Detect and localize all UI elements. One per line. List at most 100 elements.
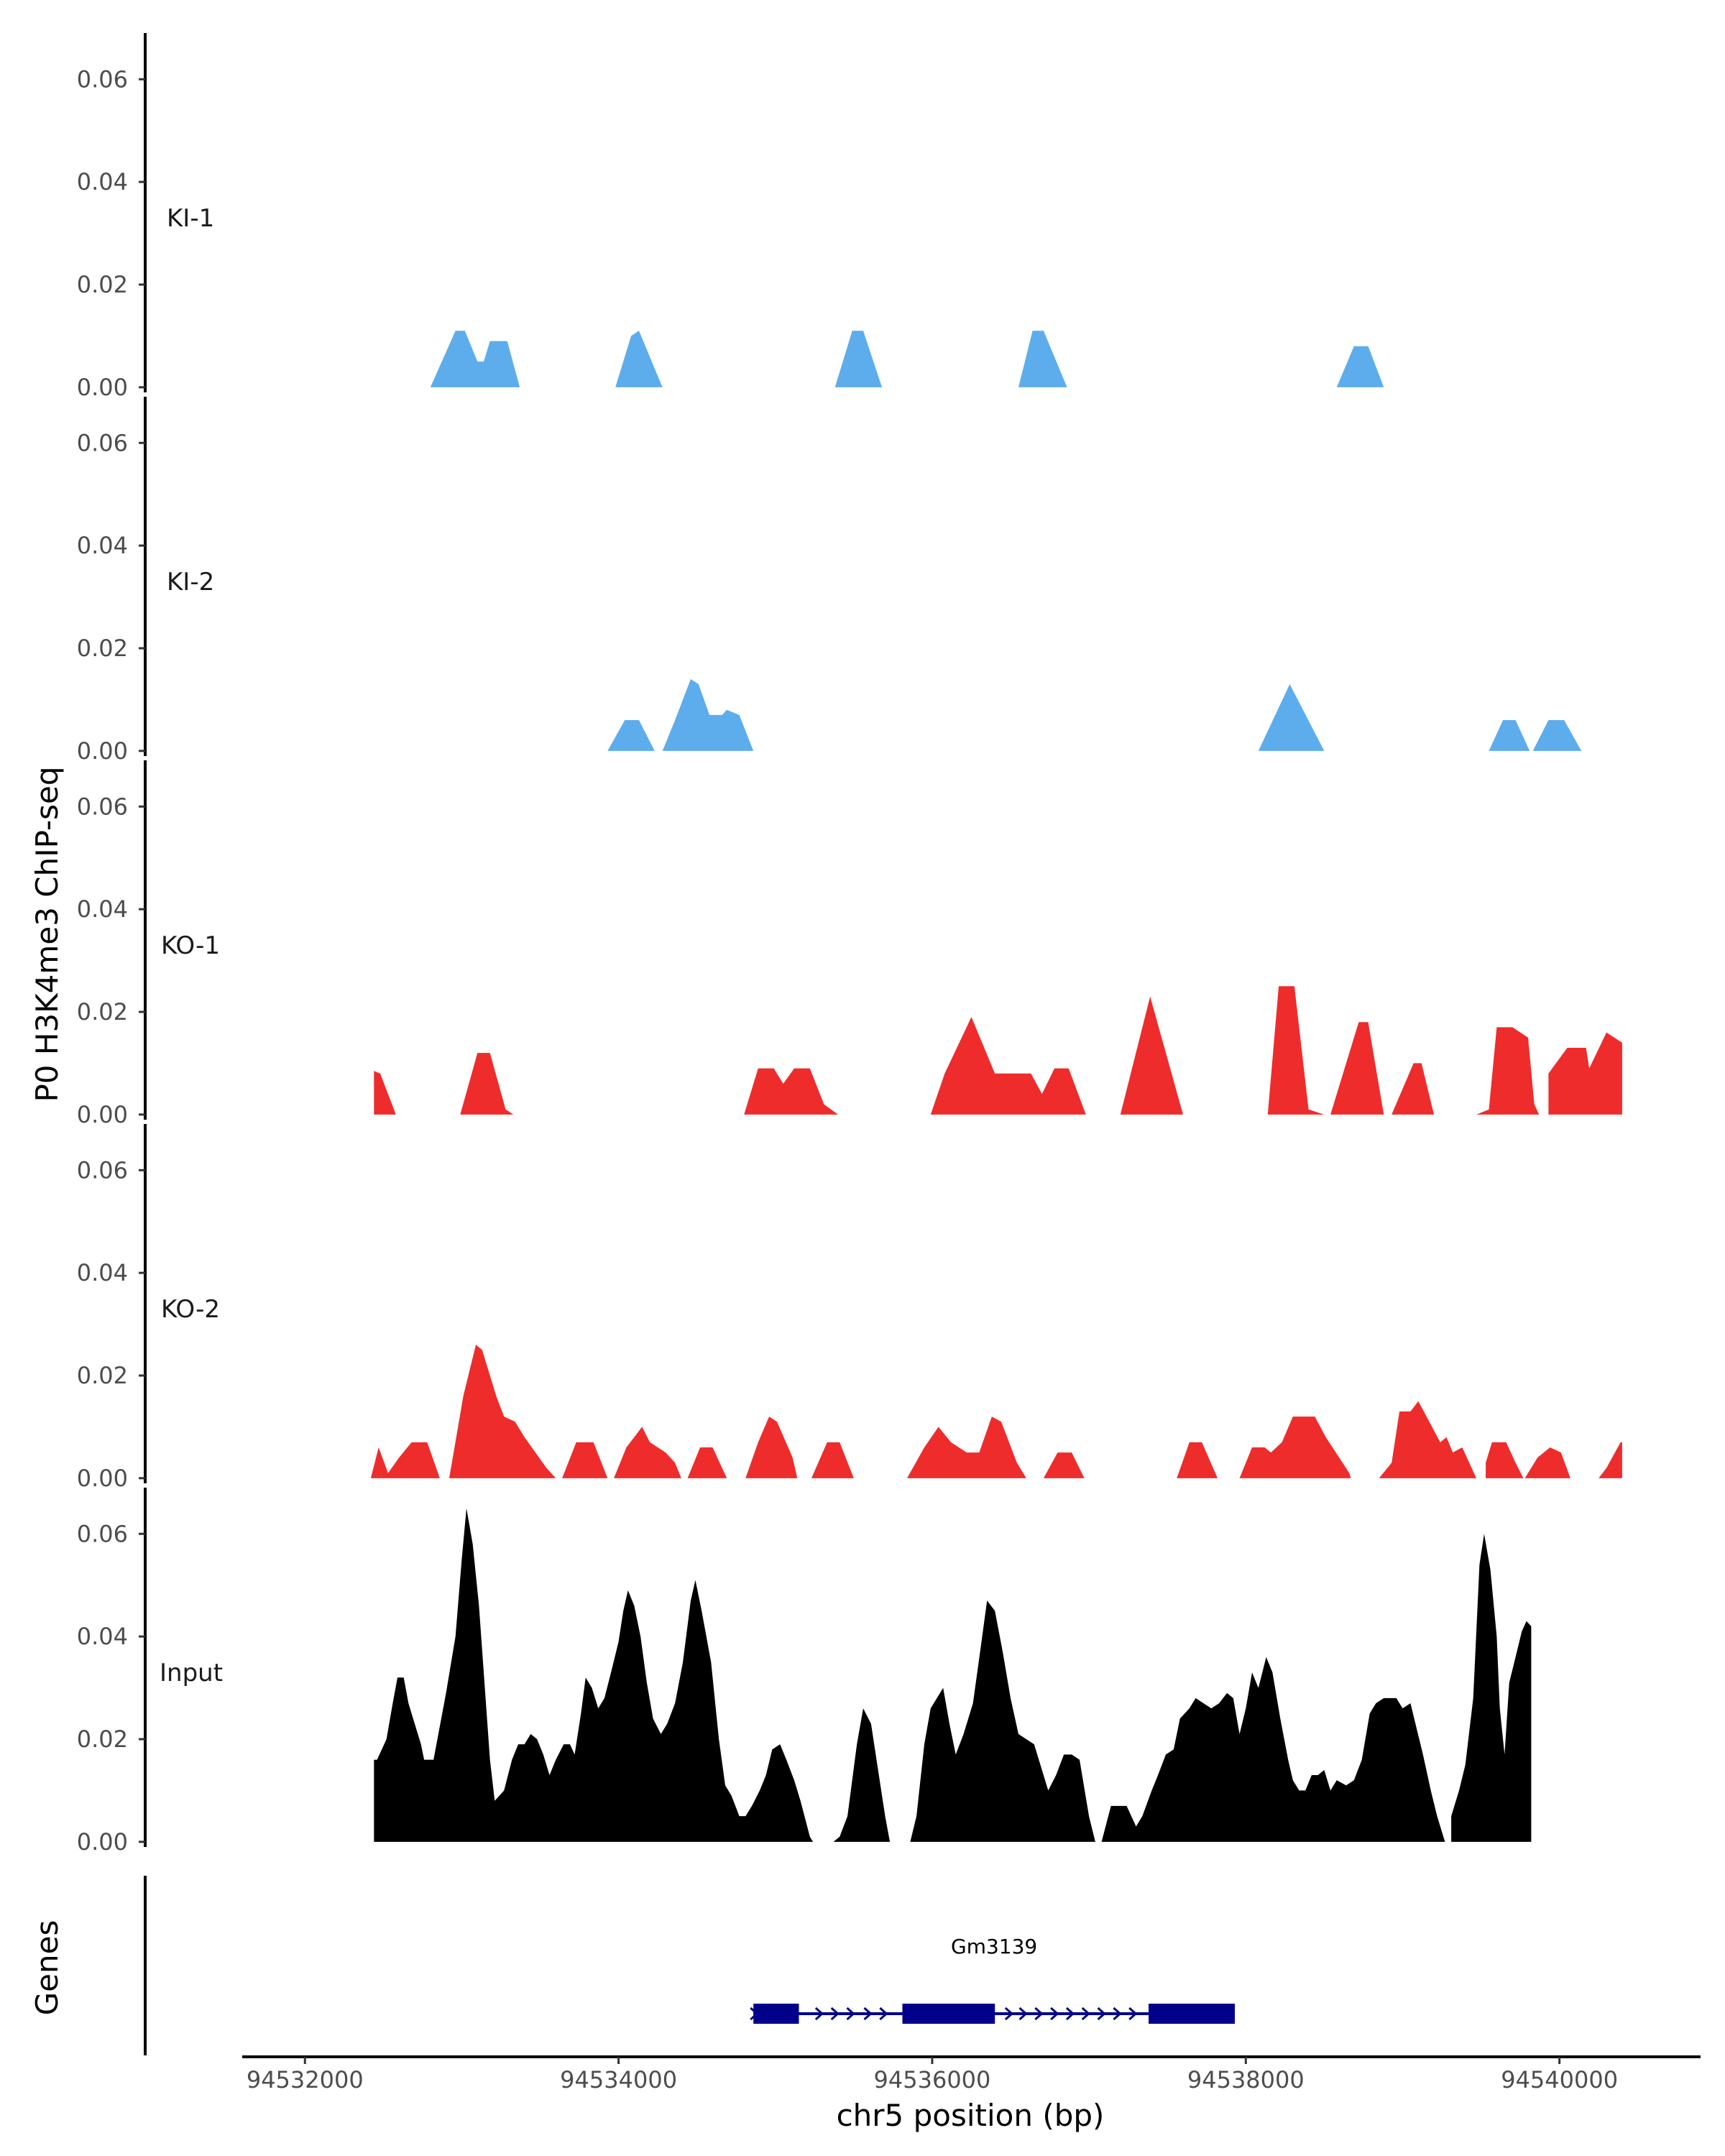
signal-peak xyxy=(1267,986,1325,1115)
signal-peak xyxy=(1532,720,1582,751)
strand-arrow xyxy=(750,2007,759,2021)
y-tick-label: 0.04 xyxy=(77,168,128,195)
track-label: KI-1 xyxy=(167,204,214,233)
track-label: KO-2 xyxy=(161,1295,220,1324)
strand-arrow xyxy=(1097,2007,1106,2021)
track-panel-ki-1: 0.00 0.02 0.04 0.06 KI-1 xyxy=(77,33,1384,401)
strand-arrow xyxy=(1004,2007,1014,2021)
signal-peak xyxy=(930,1017,1086,1115)
signal-peak xyxy=(1336,346,1384,387)
strand-arrow xyxy=(1018,2007,1028,2021)
signal-peak xyxy=(1598,1442,1622,1478)
y-tick-label: 0.04 xyxy=(77,1623,128,1650)
gene-exon xyxy=(753,2004,799,2024)
strand-arrow xyxy=(1128,2007,1138,2021)
track-panel-ki-2: 0.00 0.02 0.04 0.06 KI-2 xyxy=(77,397,1582,765)
signal-peak xyxy=(1486,1442,1524,1478)
x-tick-label: 94538000 xyxy=(1187,2066,1305,2093)
signal-peak xyxy=(1489,720,1530,751)
y-tick-label: 0.00 xyxy=(77,1828,128,1856)
strand-arrow xyxy=(846,2007,855,2021)
x-tick-label: 94540000 xyxy=(1501,2066,1618,2093)
y-tick-label: 0.00 xyxy=(77,1101,128,1128)
track-label: KI-2 xyxy=(167,568,214,596)
signal-peak xyxy=(614,1427,681,1478)
strand-arrow xyxy=(1081,2007,1091,2021)
y-tick-label: 0.04 xyxy=(77,532,128,559)
signal-peak xyxy=(744,1068,839,1115)
strand-arrow xyxy=(814,2007,824,2021)
signal-peak xyxy=(1101,1657,1445,1842)
y-axis-title: P0 H3K4me3 ChIP-seq xyxy=(29,766,65,1102)
x-axis: 94532000 94534000 94536000 94538000 94540000 xyxy=(242,2055,1701,2093)
y-tick-label: 0.02 xyxy=(77,271,128,298)
signal-peak xyxy=(687,1447,727,1478)
gene-exon xyxy=(1149,2004,1236,2024)
y-tick-label: 0.02 xyxy=(77,635,128,662)
signal-peak xyxy=(1177,1442,1218,1478)
y-tick-label: 0.00 xyxy=(77,737,128,765)
signal-peak xyxy=(607,720,655,751)
strand-arrow xyxy=(1065,2007,1075,2021)
gene-layer: Gm3139 xyxy=(144,1876,1236,2055)
signal-peak xyxy=(811,1442,854,1478)
y-tick-label: 0.02 xyxy=(77,1362,128,1389)
strand-arrow xyxy=(830,2007,840,2021)
x-tick-label: 94532000 xyxy=(247,2066,364,2093)
y-tick-label: 0.06 xyxy=(77,1520,128,1547)
signal-peak xyxy=(1258,684,1325,751)
x-tick-label: 94536000 xyxy=(874,2066,991,2093)
signal-peak xyxy=(1330,1022,1384,1115)
signal-peak xyxy=(1239,1416,1351,1478)
gene-exon xyxy=(902,2004,995,2024)
signal-peak xyxy=(1120,996,1183,1115)
y-tick-label: 0.02 xyxy=(77,998,128,1026)
signal-peak xyxy=(1476,1027,1540,1115)
signal-peak xyxy=(834,331,883,387)
genes-axis-title: Genes xyxy=(29,1920,65,2016)
signal-peak xyxy=(615,331,663,387)
track-panel-input: 0.00 0.02 0.04 0.06 Input xyxy=(77,1488,1532,1856)
gene-name: Gm3139 xyxy=(951,1935,1037,1958)
y-tick-label: 0.06 xyxy=(77,1156,128,1184)
signal-peak xyxy=(1043,1452,1085,1478)
signal-peak xyxy=(1392,1063,1435,1115)
signal-peak xyxy=(833,1708,891,1842)
strand-arrow xyxy=(879,2007,888,2021)
signal-peak xyxy=(374,1071,396,1115)
strand-arrow xyxy=(1034,2007,1044,2021)
signal-peak xyxy=(562,1442,608,1478)
signal-peak xyxy=(449,1345,556,1478)
track-label: KO-1 xyxy=(161,931,220,960)
signal-peak xyxy=(1018,331,1067,387)
signal-peak xyxy=(460,1053,514,1115)
y-tick-label: 0.04 xyxy=(77,1259,128,1286)
y-tick-label: 0.04 xyxy=(77,895,128,923)
signal-peak xyxy=(1451,1534,1532,1842)
signal-peak xyxy=(1524,1447,1570,1478)
track-panel-ko-1: 0.00 0.02 0.04 0.06 KO-1 xyxy=(77,760,1622,1128)
signal-peak xyxy=(370,1442,440,1478)
y-tick-label: 0.06 xyxy=(77,65,128,93)
track-panel-ko-2: 0.00 0.02 0.04 0.06 KO-2 xyxy=(77,1124,1622,1492)
tracks-layer: 0.00 0.02 0.04 0.06 KI-1 0.00 0.02 0.04 0.06 KI-2… xyxy=(77,33,1622,1856)
signal-peak xyxy=(430,331,520,387)
strand-arrow xyxy=(1050,2007,1059,2021)
y-tick-label: 0.02 xyxy=(77,1726,128,1753)
track-label: Input xyxy=(160,1659,223,1687)
strand-arrow xyxy=(863,2007,873,2021)
signal-peak xyxy=(1548,1032,1622,1115)
signal-peak xyxy=(662,678,754,751)
signal-peak xyxy=(374,1508,814,1842)
y-tick-label: 0.06 xyxy=(77,793,128,820)
signal-peak xyxy=(745,1416,798,1478)
signal-peak xyxy=(910,1600,1095,1842)
strand-arrow xyxy=(1113,2007,1122,2021)
y-tick-label: 0.00 xyxy=(77,374,128,401)
y-tick-label: 0.06 xyxy=(77,429,128,456)
x-axis-title: chr5 position (bp) xyxy=(837,2098,1105,2133)
x-tick-label: 94534000 xyxy=(560,2066,677,2093)
y-tick-label: 0.00 xyxy=(77,1465,128,1492)
signal-peak xyxy=(1379,1401,1476,1478)
